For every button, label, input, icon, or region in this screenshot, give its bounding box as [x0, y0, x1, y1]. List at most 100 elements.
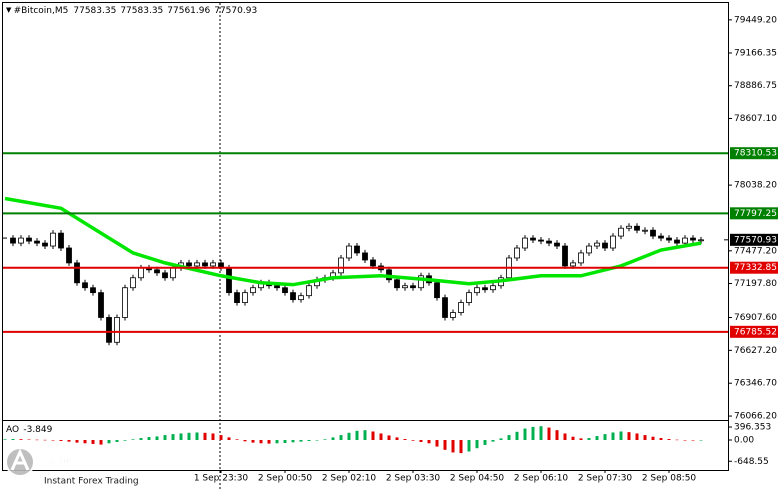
level-label: 77332.85 [734, 263, 777, 273]
y-tick-label: 78886.75 [734, 81, 777, 91]
ao-bar [67, 440, 71, 442]
y-tick-label: 77197.80 [734, 279, 777, 289]
ao-bar [483, 440, 487, 445]
y-tick-label: 76346.70 [734, 379, 777, 389]
ao-bar [419, 440, 423, 442]
ao-bar [475, 440, 479, 449]
candle [82, 282, 88, 289]
candle [26, 237, 32, 242]
ao-bar [611, 432, 615, 441]
level-label-box [730, 325, 778, 338]
ao-bar [683, 440, 687, 441]
candle [538, 239, 544, 242]
y-tick-label: 77477.20 [734, 246, 777, 256]
ao-bar [211, 433, 215, 441]
ao-bar [307, 440, 311, 441]
candle [634, 225, 640, 231]
candle [138, 267, 144, 279]
candle [34, 240, 40, 244]
ao-bar [259, 440, 263, 444]
candle [66, 247, 72, 264]
candle [562, 245, 568, 267]
menu-arrow: ▼ [6, 6, 14, 14]
last-price-box [730, 233, 778, 246]
ao-bar [139, 438, 143, 441]
ao-bar [499, 438, 503, 441]
ao-bar [171, 434, 175, 441]
ao-bar [275, 440, 279, 444]
ao-bar [299, 440, 303, 442]
candle [698, 239, 704, 242]
last-price-label: 77570.93 [734, 235, 777, 245]
candle [130, 277, 136, 289]
ao-bar [107, 440, 111, 444]
ao-bar [75, 440, 79, 443]
candle [202, 262, 208, 267]
header-close: 77570.93 [214, 6, 257, 16]
candle [658, 235, 664, 239]
candle [578, 252, 584, 264]
y-tick-label: 78607.10 [734, 114, 777, 124]
ao-bar [507, 435, 511, 441]
ao-bar [515, 431, 519, 441]
ao-bar [355, 430, 359, 441]
candle [250, 287, 256, 294]
candle [666, 237, 672, 241]
ao-bar [179, 433, 183, 441]
ao-bar [651, 436, 655, 441]
y-tick-label: 79166.35 [734, 48, 777, 58]
candle [10, 237, 16, 244]
candle [186, 262, 192, 267]
ao-bar [443, 440, 447, 450]
ao-bar [387, 435, 391, 441]
ao-bar [251, 440, 255, 443]
ao-bar [627, 432, 631, 441]
candle [346, 245, 352, 259]
candle [74, 262, 80, 284]
candle [362, 252, 368, 261]
candle [410, 285, 416, 289]
y-tick-label: 76627.20 [734, 346, 777, 356]
candle [586, 245, 592, 254]
x-tick-label: 2 Sep 07:30 [578, 474, 633, 484]
candle [290, 292, 296, 301]
level-label: 77797.25 [734, 209, 777, 219]
indicator-name: AO [6, 425, 19, 435]
y-tick-label: 76907.60 [734, 313, 777, 323]
candle [226, 267, 232, 294]
ao-bar [331, 437, 335, 441]
ao-bar [235, 439, 239, 441]
candle [50, 232, 56, 247]
candle [282, 287, 288, 294]
ao-bar [283, 440, 287, 443]
ao-bar [203, 432, 207, 441]
candle [546, 240, 552, 244]
header-low: 77561.96 [167, 6, 210, 16]
ao-bar [131, 439, 135, 441]
indicator-value: -3.849 [23, 425, 52, 435]
ao-bar [11, 439, 15, 441]
candle [354, 245, 360, 254]
ao-bar [563, 433, 567, 441]
ao-bar [667, 439, 671, 441]
ao-bar [603, 434, 607, 441]
ao-bar [427, 440, 431, 444]
y-tick-label: 79449.20 [734, 15, 777, 25]
candle [122, 287, 128, 318]
candle [482, 287, 488, 291]
x-tick-label: 2 Sep 08:50 [642, 474, 697, 484]
watermark-logo-mark [10, 448, 30, 471]
x-tick-label: 1 Sep 23:30 [194, 474, 249, 484]
ao-bar [547, 427, 551, 441]
ao-bar [379, 433, 383, 441]
x-tick-label: 2 Sep 02:10 [322, 474, 377, 484]
watermark-tagline: Instant Forex Trading [44, 477, 139, 487]
candle [530, 237, 536, 241]
indicator-panel [2, 420, 729, 471]
ao-bar [267, 440, 271, 444]
header-high: 77583.35 [120, 6, 163, 16]
ao-bar [491, 440, 495, 442]
ao-bar [587, 438, 591, 441]
candle [610, 235, 616, 249]
